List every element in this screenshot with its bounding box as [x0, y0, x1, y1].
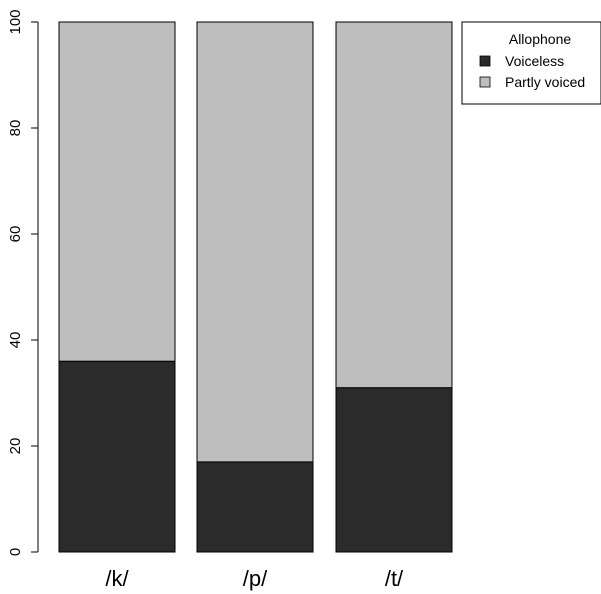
- x-category-label: /t/: [385, 566, 404, 591]
- y-tick-label: 20: [7, 438, 24, 455]
- y-axis: 0 20 40 60 80 100: [7, 9, 39, 556]
- legend-swatch-partly-voiced: [479, 76, 491, 88]
- y-tick-label: 0: [7, 548, 24, 556]
- y-tick-label: 40: [7, 332, 24, 349]
- bar-partly-voiced-0: [58, 21, 176, 362]
- legend-label-voiceless: Voiceless: [505, 53, 564, 69]
- bar-partly-voiced-1: [196, 21, 314, 463]
- y-tick-label: 60: [7, 226, 24, 243]
- y-tick-label: 80: [7, 120, 24, 137]
- legend-swatch-voiceless: [479, 55, 491, 67]
- legend-title: Allophone: [509, 31, 571, 47]
- bar-voiceless-2: [335, 387, 453, 553]
- bar-voiceless-0: [58, 360, 176, 553]
- legend: Allophone Voiceless Partly voiced: [461, 21, 601, 105]
- legend-label-partly-voiced: Partly voiced: [505, 74, 585, 90]
- bar-partly-voiced-2: [335, 21, 453, 389]
- x-axis-labels: /k/ /p/ /t/: [105, 566, 404, 591]
- bar-voiceless-1: [196, 461, 314, 553]
- y-tick-label: 100: [7, 9, 24, 34]
- x-category-label: /p/: [243, 566, 268, 591]
- x-category-label: /k/: [105, 566, 129, 591]
- legend-box: [461, 21, 601, 105]
- bars: [58, 21, 453, 553]
